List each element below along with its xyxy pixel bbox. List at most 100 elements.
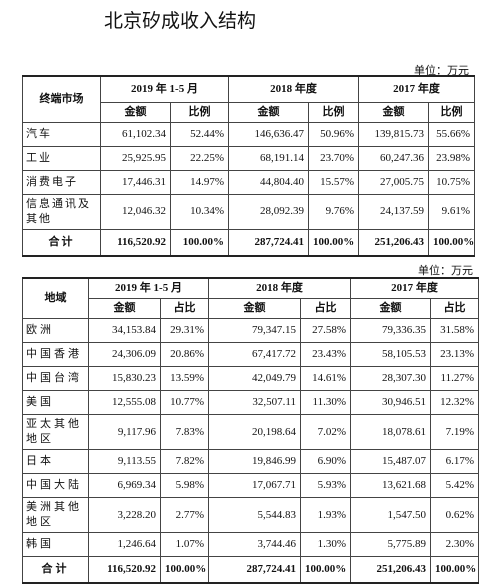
cell: 27.58% xyxy=(300,318,352,343)
column-header: 占比 xyxy=(159,298,210,319)
cell: 12.32% xyxy=(430,390,480,415)
header-row: 地域 2019 年 1-5 月 2018 年度 2017 年度 xyxy=(22,277,480,319)
total-cell: 100.00% xyxy=(159,556,210,584)
page-title: 北京矽成收入结构 xyxy=(104,10,257,32)
cell: 15,830.23 xyxy=(88,366,161,391)
row-label: 信息通讯及其他 xyxy=(22,193,101,230)
column-header: 金额 xyxy=(100,101,171,123)
column-header: 比例 xyxy=(169,101,230,123)
column-header: 占比 xyxy=(300,298,352,319)
row-label: 日本 xyxy=(22,449,89,474)
cell: 23.13% xyxy=(430,342,480,367)
cell: 0.62% xyxy=(430,497,480,533)
revenue-by-region-table: 地域 2019 年 1-5 月 2018 年度 2017 年度 金额 占比 金额 占比 金额 占比… xyxy=(22,277,480,584)
total-cell: 100.00% xyxy=(308,228,360,256)
data-row: 消费电子 17,446.31 14.97% 44,804.40 15.57% 27,005… xyxy=(22,169,476,195)
total-cell: 287,724.41 xyxy=(228,228,310,256)
row-label: 消费电子 xyxy=(22,169,101,195)
cell: 15,487.07 xyxy=(350,449,432,474)
total-cell: 100.00% xyxy=(169,228,230,256)
cell: 23.70% xyxy=(308,145,360,171)
row-label: 中国香港 xyxy=(22,342,89,367)
cell: 42,049.79 xyxy=(208,366,302,391)
total-cell: 100.00% xyxy=(300,556,352,584)
cell: 31.58% xyxy=(430,318,480,343)
total-label: 合计 xyxy=(22,556,89,584)
total-label: 合计 xyxy=(22,228,101,256)
row-label: 中国大陆 xyxy=(22,473,89,498)
total-cell: 100.00% xyxy=(430,556,480,584)
cell: 25,925.95 xyxy=(100,145,171,171)
data-row: 美国 12,555.08 10.77% 32,507.11 11.30% 30,946.5… xyxy=(22,390,480,415)
row-label: 中国台湾 xyxy=(22,366,89,391)
cell: 55.66% xyxy=(428,121,476,147)
cell: 28,307.30 xyxy=(350,366,432,391)
cell: 12,555.08 xyxy=(88,390,161,415)
data-row: 工业 25,925.95 22.25% 68,191.14 23.70% 60,247.3… xyxy=(22,145,476,171)
cell: 17,446.31 xyxy=(100,169,171,195)
cell: 29.31% xyxy=(159,318,210,343)
column-header: 金额 xyxy=(88,298,161,319)
data-row: 中国大陆 6,969.34 5.98% 17,067.71 5.93% 13,621.68… xyxy=(22,473,480,498)
data-row: 美洲其他地区 3,228.20 2.77% 5,544.83 1.93% 1,547.50… xyxy=(22,497,480,533)
column-header: 占比 xyxy=(430,298,480,319)
period-header: 2017 年度 xyxy=(350,277,480,299)
cell: 30,946.51 xyxy=(350,390,432,415)
cell: 61,102.34 xyxy=(100,121,171,147)
total-cell: 251,206.43 xyxy=(350,556,432,584)
cell: 2.77% xyxy=(159,497,210,533)
row-label: 亚太其他地区 xyxy=(22,414,89,450)
total-cell: 116,520.92 xyxy=(88,556,161,584)
cell: 7.83% xyxy=(159,414,210,450)
row-label: 工业 xyxy=(22,145,101,171)
cell: 10.34% xyxy=(169,193,230,230)
cell: 5.98% xyxy=(159,473,210,498)
cell: 24,137.59 xyxy=(358,193,430,230)
cell: 32,507.11 xyxy=(208,390,302,415)
subheader-row: 金额 占比 金额 占比 金额 占比 xyxy=(23,298,480,319)
cell: 23.43% xyxy=(300,342,352,367)
cell: 6.17% xyxy=(430,449,480,474)
cell: 11.30% xyxy=(300,390,352,415)
data-row: 日本 9,113.55 7.82% 19,846.99 6.90% 15,487.07 6.… xyxy=(22,449,480,474)
cell: 6,969.34 xyxy=(88,473,161,498)
cell: 12,046.32 xyxy=(100,193,171,230)
cell: 1.93% xyxy=(300,497,352,533)
total-row: 合计 116,520.92 100.00% 287,724.41 100.00% 251,… xyxy=(22,228,476,256)
cell: 24,306.09 xyxy=(88,342,161,367)
cell: 5.42% xyxy=(430,473,480,498)
cell: 58,105.53 xyxy=(350,342,432,367)
row-label: 美国 xyxy=(22,390,89,415)
total-cell: 287,724.41 xyxy=(208,556,302,584)
column-header: 比例 xyxy=(428,101,476,123)
cell: 139,815.73 xyxy=(358,121,430,147)
total-cell: 251,206.43 xyxy=(358,228,430,256)
data-row: 汽车 61,102.34 52.44% 146,636.47 50.96% 139,815… xyxy=(22,121,476,147)
cell: 27,005.75 xyxy=(358,169,430,195)
period-header: 2019 年 1-5 月 xyxy=(87,277,210,299)
data-row: 中国台湾 15,830.23 13.59% 42,049.79 14.61% 28,307… xyxy=(22,366,480,391)
cell: 9,117.96 xyxy=(88,414,161,450)
column-header: 金额 xyxy=(350,298,432,319)
cell: 28,092.39 xyxy=(228,193,310,230)
cell: 19,846.99 xyxy=(208,449,302,474)
cell: 1,547.50 xyxy=(350,497,432,533)
cell: 18,078.61 xyxy=(350,414,432,450)
data-row: 中国香港 24,306.09 20.86% 67,417.72 23.43% 58,105… xyxy=(22,342,480,367)
column-header: 比例 xyxy=(308,101,360,123)
data-row: 亚太其他地区 9,117.96 7.83% 20,198.64 7.02% 18,078.… xyxy=(22,414,480,450)
cell: 10.75% xyxy=(428,169,476,195)
cell: 79,347.15 xyxy=(208,318,302,343)
period-header: 2019 年 1-5 月 xyxy=(99,75,230,103)
cell: 9.76% xyxy=(308,193,360,230)
cell: 5.93% xyxy=(300,473,352,498)
cell: 22.25% xyxy=(169,145,230,171)
cell: 68,191.14 xyxy=(228,145,310,171)
cell: 6.90% xyxy=(300,449,352,474)
cell: 60,247.36 xyxy=(358,145,430,171)
cell: 20.86% xyxy=(159,342,210,367)
cell: 146,636.47 xyxy=(228,121,310,147)
period-header: 2018 年度 xyxy=(208,277,352,299)
column-header: 金额 xyxy=(358,101,430,123)
cell: 7.19% xyxy=(430,414,480,450)
